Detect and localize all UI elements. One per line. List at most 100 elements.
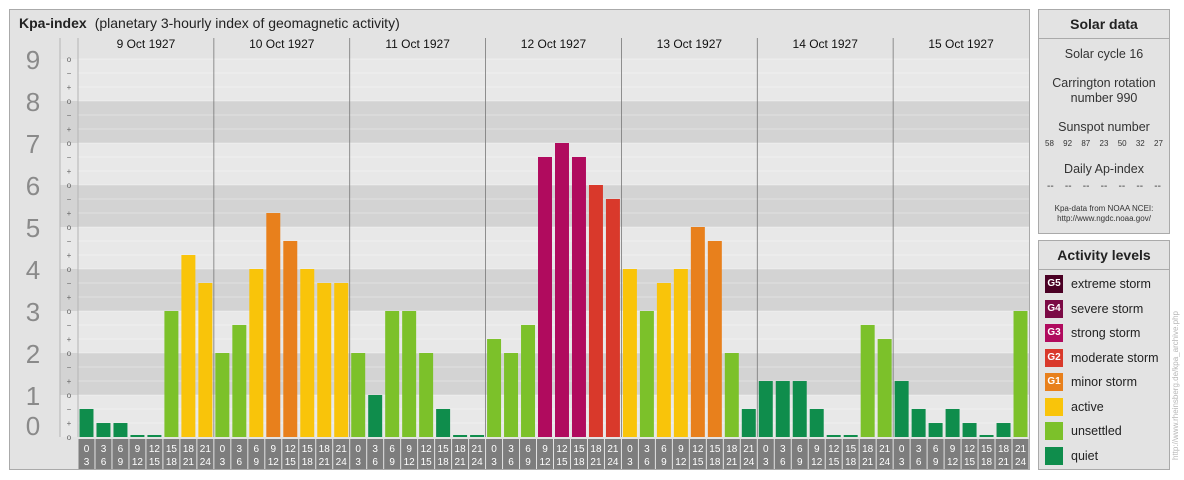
level-swatch: G3	[1045, 324, 1063, 342]
interval-end-label: 24	[743, 457, 755, 468]
ap-value: --	[1047, 181, 1054, 192]
interval-end-label: 18	[981, 457, 993, 468]
interval-box	[537, 439, 553, 469]
level-label: quiet	[1071, 448, 1099, 463]
activity-levels-title: Activity levels	[1039, 241, 1169, 270]
interval-start-label: 3	[916, 444, 922, 455]
kp-bar	[300, 269, 315, 437]
interval-end-label: 3	[84, 457, 90, 468]
kp-bar	[147, 435, 162, 437]
interval-start-label: 6	[933, 444, 939, 455]
interval-box	[1012, 439, 1029, 469]
kp-bar	[164, 311, 179, 437]
y-tick-label: 3	[26, 297, 40, 327]
kp-bar	[945, 408, 960, 437]
minor-tick-label: +	[67, 167, 72, 176]
source-link[interactable]: http://www.ngdc.noaa.gov/	[1057, 214, 1151, 223]
interval-end-label: 6	[372, 457, 378, 468]
interval-box	[333, 439, 350, 469]
source-line-1: Kpa-data from NOAA NCEI:	[1054, 204, 1154, 213]
interval-end-label: 24	[200, 457, 212, 468]
solar-data-panel: Solar data Solar cycle 16 Carrington rot…	[1038, 9, 1170, 234]
ap-index-label: Daily Ap-index	[1064, 162, 1144, 176]
interval-box	[706, 439, 723, 469]
kp-bar	[605, 198, 620, 437]
interval-start-label: 12	[692, 444, 704, 455]
interval-box	[638, 439, 655, 469]
kp-bar	[419, 353, 434, 437]
sunspot-value: 50	[1117, 139, 1127, 148]
kp-bar	[96, 423, 111, 437]
minor-tick-label: −	[67, 69, 72, 78]
level-swatch: G2	[1045, 348, 1063, 367]
interval-start-label: 18	[862, 444, 874, 455]
interval-box	[842, 439, 859, 469]
interval-box	[112, 439, 129, 469]
interval-end-label: 15	[149, 457, 161, 468]
activity-level-item: unsettled	[1045, 421, 1122, 441]
interval-end-label: 24	[607, 457, 619, 468]
interval-end-label: 3	[763, 457, 769, 468]
activity-level-item: G5 extreme storm	[1045, 274, 1151, 294]
kp-bar	[521, 324, 536, 437]
interval-start-label: 9	[678, 444, 684, 455]
sunspot-value: 92	[1063, 139, 1073, 148]
minor-tick-label: −	[67, 195, 72, 204]
minor-tick-label: +	[67, 209, 72, 218]
interval-end-label: 15	[828, 457, 840, 468]
y-tick-label: 4	[26, 255, 40, 285]
interval-end-label: 18	[709, 457, 721, 468]
interval-box	[452, 439, 469, 469]
interval-box	[384, 439, 401, 469]
interval-start-label: 12	[828, 444, 840, 455]
interval-start-label: 9	[814, 444, 820, 455]
interval-start-label: 21	[607, 444, 619, 455]
kp-bar	[266, 213, 281, 437]
interval-start-label: 9	[950, 444, 956, 455]
interval-box	[418, 439, 435, 469]
minor-tick-label: o	[67, 349, 72, 358]
activity-level-item: G3 strong storm	[1045, 323, 1140, 343]
interval-start-label: 18	[590, 444, 602, 455]
interval-end-label: 12	[404, 457, 416, 468]
sunspot-values: 58 92 87 23 50 32 27	[1039, 139, 1169, 148]
interval-start-label: 12	[149, 444, 161, 455]
kp-bar	[877, 339, 892, 437]
interval-end-label: 18	[438, 457, 450, 468]
interval-start-label: 21	[879, 444, 891, 455]
interval-end-label: 9	[525, 457, 531, 468]
interval-box	[961, 439, 978, 469]
kp-bar	[385, 311, 400, 437]
kp-bar	[758, 381, 773, 437]
interval-end-label: 24	[1015, 457, 1027, 468]
interval-end-label: 21	[319, 457, 331, 468]
interval-box	[95, 439, 112, 469]
interval-start-label: 15	[302, 444, 314, 455]
kp-bar	[707, 240, 722, 437]
interval-start-label: 12	[556, 444, 568, 455]
interval-start-label: 21	[472, 444, 484, 455]
level-label: moderate storm	[1071, 350, 1159, 365]
interval-box	[978, 439, 995, 469]
ap-value: --	[1082, 181, 1090, 192]
level-label: extreme storm	[1071, 277, 1151, 291]
interval-box	[757, 439, 774, 469]
minor-tick-label: o	[67, 391, 72, 400]
interval-box	[723, 439, 740, 469]
interval-start-label: 9	[135, 444, 141, 455]
activity-level-item: G1 minor storm	[1045, 372, 1137, 392]
level-label: unsettled	[1071, 424, 1122, 438]
sunspot-label: Sunspot number	[1058, 120, 1150, 134]
interval-end-label: 24	[879, 457, 891, 468]
interval-end-label: 6	[237, 457, 243, 468]
interval-box	[944, 439, 961, 469]
kp-bar	[673, 269, 688, 437]
kp-bar	[351, 353, 366, 437]
ap-index-values: -- -- -- -- -- -- --	[1039, 181, 1169, 192]
interval-end-label: 21	[862, 457, 874, 468]
kp-bar	[843, 435, 858, 437]
minor-tick-label: +	[67, 293, 72, 302]
kp-bar	[130, 435, 145, 437]
interval-end-label: 9	[661, 457, 667, 468]
day-label: 15 Oct 1927	[928, 37, 994, 51]
